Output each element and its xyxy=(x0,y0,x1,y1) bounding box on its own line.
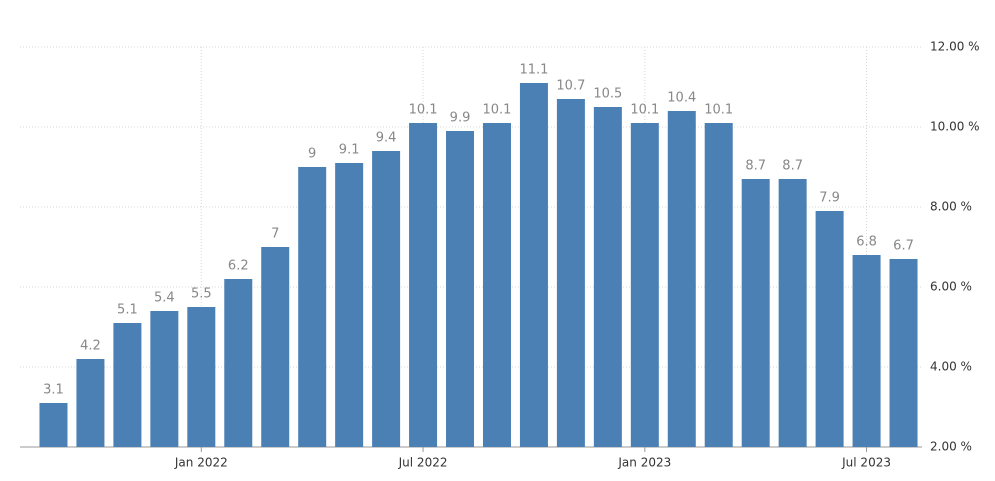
value-label: 10.1 xyxy=(409,103,438,118)
value-label: 10.5 xyxy=(593,87,622,102)
bar xyxy=(593,107,622,447)
bar xyxy=(704,123,733,447)
y-tick-label: 2.00 % xyxy=(930,440,972,454)
value-label: 10.1 xyxy=(704,103,733,118)
value-label: 8.7 xyxy=(782,159,803,174)
x-tick-label: Jan 2023 xyxy=(617,456,671,470)
value-label: 9.9 xyxy=(450,111,471,126)
bar xyxy=(409,123,438,447)
y-tick-label: 4.00 % xyxy=(930,360,972,374)
y-tick-label: 12.00 % xyxy=(930,40,980,54)
value-label: 10.7 xyxy=(556,79,585,94)
bar xyxy=(852,255,881,447)
value-label: 10.1 xyxy=(483,103,512,118)
bar xyxy=(519,83,548,447)
value-label: 10.1 xyxy=(630,103,659,118)
value-label: 11.1 xyxy=(519,63,548,78)
bar xyxy=(372,151,401,447)
value-label: 8.7 xyxy=(745,159,766,174)
value-label: 9 xyxy=(308,147,316,162)
bar xyxy=(298,167,327,447)
x-tick-label: Jul 2023 xyxy=(841,456,891,470)
value-label: 6.2 xyxy=(228,259,249,274)
y-tick-label: 6.00 % xyxy=(930,280,972,294)
bar xyxy=(39,403,68,447)
value-label: 5.1 xyxy=(117,303,138,318)
value-label: 9.1 xyxy=(339,143,360,158)
bar xyxy=(482,123,511,447)
bar xyxy=(446,131,475,447)
bar xyxy=(815,211,844,447)
value-label: 7 xyxy=(271,227,279,242)
bar xyxy=(224,279,253,447)
bar xyxy=(889,259,918,447)
bar xyxy=(741,179,770,447)
bar xyxy=(778,179,807,447)
y-tick-label: 10.00 % xyxy=(930,120,980,134)
bar xyxy=(556,99,585,447)
bar xyxy=(187,307,216,447)
bar xyxy=(113,323,142,447)
value-label: 4.2 xyxy=(80,339,101,354)
y-tick-label: 8.00 % xyxy=(930,200,972,214)
value-label: 7.9 xyxy=(819,191,840,206)
value-label: 5.5 xyxy=(191,287,212,302)
value-label: 6.8 xyxy=(856,235,877,250)
bar xyxy=(630,123,659,447)
bar xyxy=(667,111,696,447)
x-tick-label: Jul 2022 xyxy=(398,456,448,470)
bar xyxy=(335,163,364,447)
bar xyxy=(76,359,105,447)
value-label: 3.1 xyxy=(43,383,64,398)
x-tick-label: Jan 2022 xyxy=(174,456,228,470)
bar xyxy=(261,247,290,447)
value-label: 5.4 xyxy=(154,291,175,306)
bar xyxy=(150,311,179,447)
value-label: 9.4 xyxy=(376,131,397,146)
value-label: 6.7 xyxy=(893,239,914,254)
value-label: 10.4 xyxy=(667,91,696,106)
